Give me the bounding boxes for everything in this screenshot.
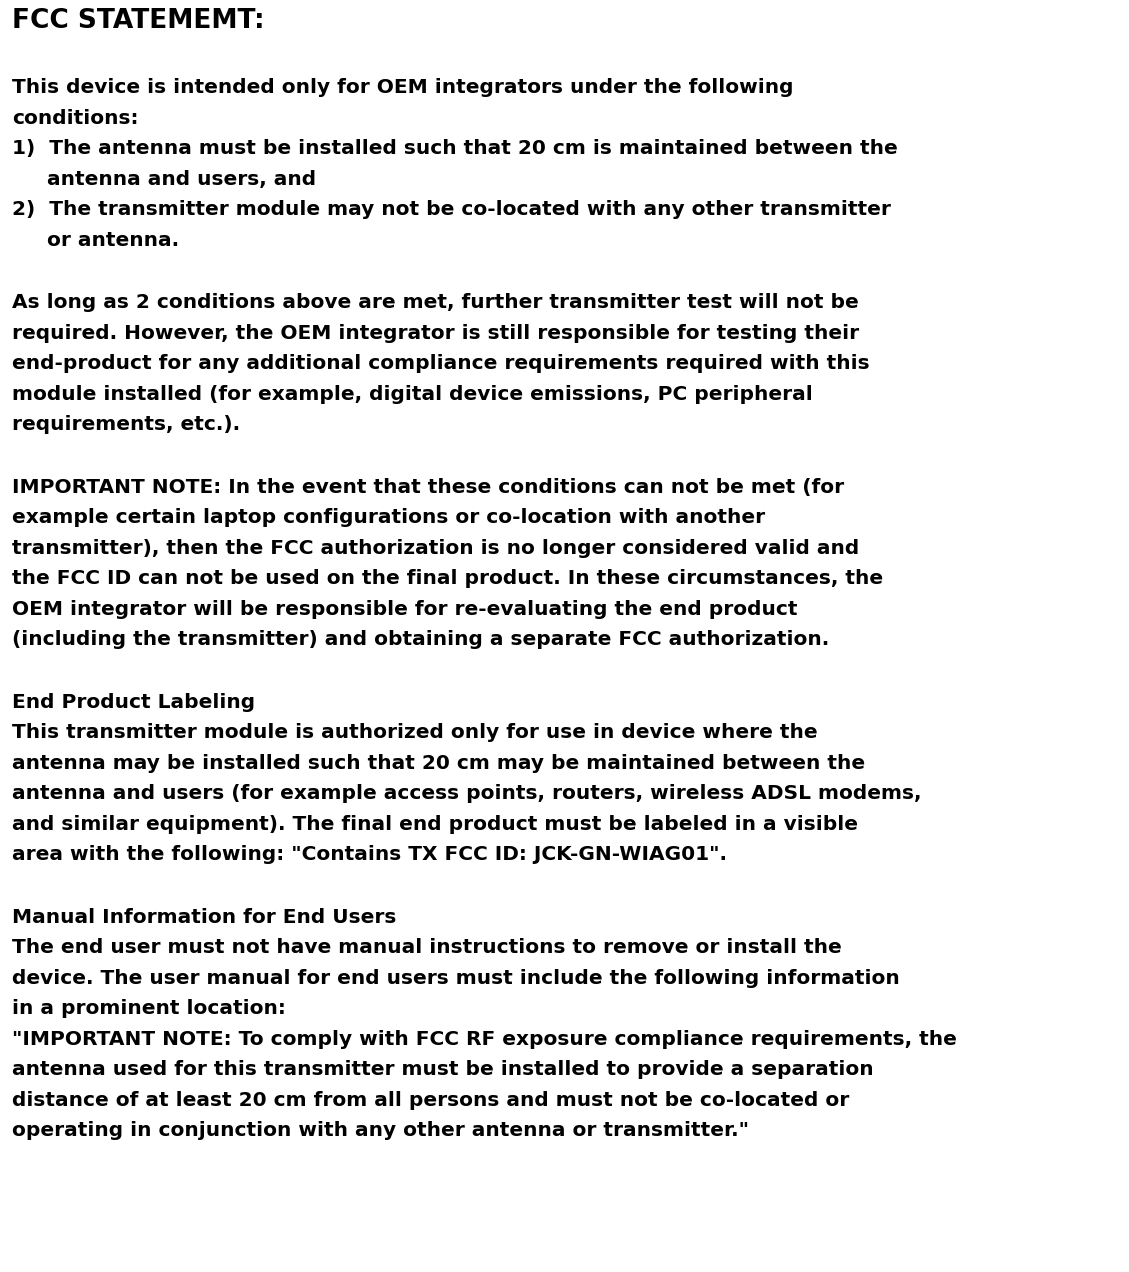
Text: antenna and users (for example access points, routers, wireless ADSL modems,: antenna and users (for example access po… [12,784,921,803]
Text: antenna may be installed such that 20 cm may be maintained between the: antenna may be installed such that 20 cm… [12,753,865,772]
Text: Manual Information for End Users: Manual Information for End Users [12,908,396,926]
Text: FCC STATEMEMT:: FCC STATEMEMT: [12,8,264,34]
Text: 2)  The transmitter module may not be co-located with any other transmitter: 2) The transmitter module may not be co-… [12,200,891,219]
Text: End Product Labeling: End Product Labeling [12,693,255,711]
Text: or antenna.: or antenna. [12,230,180,249]
Text: example certain laptop configurations or co-location with another: example certain laptop configurations or… [12,508,765,527]
Text: distance of at least 20 cm from all persons and must not be co-located or: distance of at least 20 cm from all pers… [12,1090,849,1109]
Text: requirements, etc.).: requirements, etc.). [12,415,240,434]
Text: IMPORTANT NOTE: In the event that these conditions can not be met (for: IMPORTANT NOTE: In the event that these … [12,477,844,496]
Text: area with the following: "Contains TX FCC ID: JCK-GN-WIAG01".: area with the following: "Contains TX FC… [12,845,727,864]
Text: conditions:: conditions: [12,108,139,127]
Text: transmitter), then the FCC authorization is no longer considered valid and: transmitter), then the FCC authorization… [12,538,859,557]
Text: module installed (for example, digital device emissions, PC peripheral: module installed (for example, digital d… [12,384,813,403]
Text: As long as 2 conditions above are met, further transmitter test will not be: As long as 2 conditions above are met, f… [12,293,859,312]
Text: OEM integrator will be responsible for re-evaluating the end product: OEM integrator will be responsible for r… [12,599,797,618]
Text: 1)  The antenna must be installed such that 20 cm is maintained between the: 1) The antenna must be installed such th… [12,139,898,158]
Text: and similar equipment). The final end product must be labeled in a visible: and similar equipment). The final end pr… [12,814,858,833]
Text: This transmitter module is authorized only for use in device where the: This transmitter module is authorized on… [12,722,817,742]
Text: antenna and users, and: antenna and users, and [12,169,316,188]
Text: in a prominent location:: in a prominent location: [12,999,286,1018]
Text: "IMPORTANT NOTE: To comply with FCC RF exposure compliance requirements, the: "IMPORTANT NOTE: To comply with FCC RF e… [12,1029,957,1048]
Text: antenna used for this transmitter must be installed to provide a separation: antenna used for this transmitter must b… [12,1060,874,1079]
Text: (including the transmitter) and obtaining a separate FCC authorization.: (including the transmitter) and obtainin… [12,630,829,649]
Text: end-product for any additional compliance requirements required with this: end-product for any additional complianc… [12,354,869,373]
Text: the FCC ID can not be used on the final product. In these circumstances, the: the FCC ID can not be used on the final … [12,569,883,588]
Text: The end user must not have manual instructions to remove or install the: The end user must not have manual instru… [12,939,842,957]
Text: required. However, the OEM integrator is still responsible for testing their: required. However, the OEM integrator is… [12,323,859,342]
Text: operating in conjunction with any other antenna or transmitter.": operating in conjunction with any other … [12,1121,749,1140]
Text: This device is intended only for OEM integrators under the following: This device is intended only for OEM int… [12,78,794,97]
Text: device. The user manual for end users must include the following information: device. The user manual for end users mu… [12,968,900,987]
